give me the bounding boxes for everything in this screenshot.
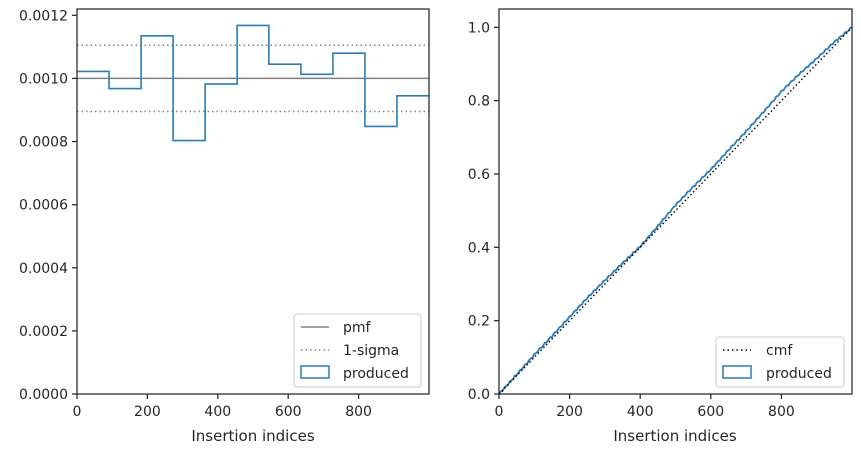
legend-produced-swatch <box>300 365 330 379</box>
right-plot-area <box>498 26 853 395</box>
left-plot-area <box>77 24 429 142</box>
right-x-tick-label: 0 <box>495 404 504 420</box>
left-y-tick-label: 0.0004 <box>19 261 68 277</box>
left-y-tick-label: 0.0006 <box>19 198 68 214</box>
left-y-tick-label: 0.0002 <box>19 324 68 340</box>
right-chart: 0 200 400 600 800 0.0 0.2 0.4 0.6 0.8 1.0 Inserti… <box>468 8 853 445</box>
right-x-axis: 0 200 400 600 800 <box>495 394 795 420</box>
right-x-tick-label: 600 <box>697 404 724 420</box>
right-legend: cmf produced <box>715 336 845 388</box>
left-x-tick-label: 400 <box>204 404 231 420</box>
left-x-axis: 0 200 400 600 800 <box>73 394 372 420</box>
right-y-tick-label: 0.6 <box>468 167 490 183</box>
right-x-tick-label: 200 <box>556 404 583 420</box>
legend-cmf-label: cmf <box>766 343 793 359</box>
right-y-tick-label: 0.4 <box>468 240 490 256</box>
cmf-line <box>498 26 853 395</box>
left-legend: pmf 1-sigma produced <box>293 313 422 388</box>
right-axes-frame <box>498 8 853 395</box>
left-legend-frame <box>293 313 422 388</box>
legend-produced-cdf-label: produced <box>766 366 832 382</box>
right-x-tick-label: 400 <box>627 404 654 420</box>
left-y-tick-label: 0.0010 <box>19 71 68 87</box>
right-x-tick-label: 800 <box>768 404 795 420</box>
right-y-tick-label: 0.0 <box>468 387 490 403</box>
legend-produced-cdf-swatch <box>722 365 752 379</box>
legend-produced-label: produced <box>343 366 409 382</box>
left-x-axis-label: Insertion indices <box>191 427 314 445</box>
right-y-tick-label: 0.2 <box>468 314 490 330</box>
left-chart: 0 200 400 600 800 0.00000.00020.00040.00060.… <box>19 8 430 445</box>
left-y-tick-label: 0.0012 <box>19 8 68 24</box>
legend-1-sigma-label: 1-sigma <box>343 343 399 359</box>
left-axes-frame <box>76 8 430 395</box>
right-legend-frame <box>715 336 845 388</box>
left-x-tick-label: 800 <box>345 404 372 420</box>
produced-histogram-step <box>77 24 429 142</box>
left-x-tick-label: 0 <box>73 404 82 420</box>
left-y-tick-label: 0.0000 <box>19 387 68 403</box>
right-y-tick-label: 0.8 <box>468 94 490 110</box>
left-x-tick-label: 600 <box>275 404 302 420</box>
produced-cdf-line <box>498 26 853 395</box>
left-y-tick-label: 0.0008 <box>19 135 68 151</box>
right-y-tick-label: 1.0 <box>468 20 490 36</box>
left-y-axis: 0.0000 0.0002 0.0004 0.0006 0.0008 0.0010 0.00… <box>19 8 77 403</box>
left-x-tick-label: 200 <box>134 404 161 420</box>
legend-pmf-label: pmf <box>343 320 372 336</box>
right-y-axis: 0.0 0.2 0.4 0.6 0.8 1.0 <box>468 20 499 403</box>
right-x-axis-label: Insertion indices <box>613 427 736 445</box>
